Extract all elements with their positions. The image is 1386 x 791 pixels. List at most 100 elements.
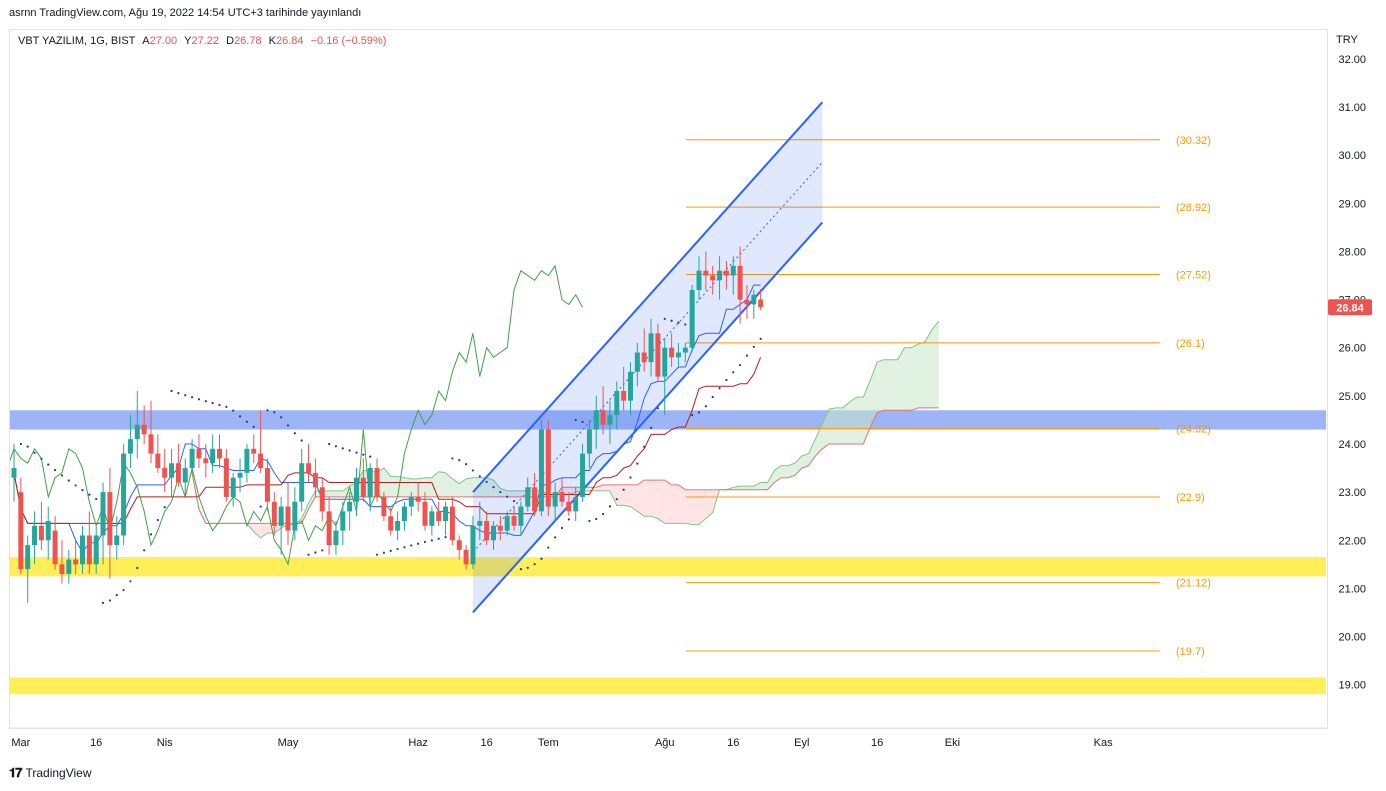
candle-body bbox=[682, 347, 688, 353]
x-tick-label: Mar bbox=[11, 737, 30, 749]
psar-dot bbox=[752, 345, 755, 348]
candle-body bbox=[203, 458, 209, 464]
psar-dot bbox=[677, 321, 680, 324]
candle-body bbox=[360, 477, 366, 497]
psar-dot bbox=[739, 363, 742, 367]
ichimoku-cloud-segment bbox=[849, 397, 857, 444]
tradingview-logo-icon: 𝟏𝟕 bbox=[9, 765, 23, 780]
ichimoku-cloud-segment bbox=[644, 480, 652, 517]
psar-dot bbox=[519, 568, 523, 571]
price-axis[interactable] bbox=[1327, 29, 1386, 729]
psar-dot bbox=[430, 539, 433, 542]
ichimoku-cloud-segment bbox=[459, 478, 467, 497]
candle-body bbox=[593, 410, 599, 430]
psar-dot bbox=[54, 469, 57, 472]
ichimoku-cloud-segment bbox=[856, 397, 864, 444]
candle-body bbox=[401, 506, 407, 522]
ichimoku-cloud-segment bbox=[514, 490, 521, 497]
x-tick-label: Eyl bbox=[794, 737, 809, 749]
psar-dot bbox=[684, 323, 687, 326]
low-label: D bbox=[226, 35, 235, 47]
ichimoku-cloud-segment bbox=[596, 484, 604, 491]
candle-body bbox=[278, 506, 284, 526]
ichimoku-cloud-segment bbox=[431, 471, 439, 497]
psar-dot bbox=[101, 601, 105, 604]
psar-dot bbox=[47, 463, 50, 466]
candle-body bbox=[155, 453, 161, 469]
y-tick-label: 29.00 bbox=[1338, 198, 1366, 210]
psar-dot bbox=[259, 505, 262, 508]
candle-body bbox=[223, 458, 229, 497]
fib-level-label: (24.32) bbox=[1176, 424, 1211, 436]
y-tick-label: 22.00 bbox=[1338, 535, 1366, 547]
low-value: 26.78 bbox=[234, 35, 262, 47]
candle-body bbox=[388, 516, 394, 531]
ichimoku-cloud-segment bbox=[390, 476, 398, 497]
candle-body bbox=[347, 501, 353, 512]
symbol-legend: VBT YAZILIM, 1G, BIST A27.00 Y27.22 D26.… bbox=[18, 35, 386, 47]
psar-dot bbox=[656, 407, 660, 410]
ichimoku-cloud-segment bbox=[630, 484, 638, 512]
candle-body bbox=[552, 492, 558, 507]
psar-dot bbox=[362, 453, 365, 456]
ichimoku-cloud-segment bbox=[829, 407, 836, 444]
last-price-label: 26.84 bbox=[1336, 302, 1364, 314]
candle-body bbox=[45, 521, 51, 541]
fib-level-label: (19.7) bbox=[1176, 646, 1205, 658]
candle-body bbox=[141, 424, 147, 435]
psar-dot bbox=[444, 535, 447, 539]
ichimoku-cloud-segment bbox=[657, 480, 665, 524]
ichimoku-cloud-segment bbox=[883, 359, 891, 411]
psar-dot bbox=[554, 536, 557, 539]
y-tick-label: 28.00 bbox=[1338, 246, 1366, 258]
footer-brand[interactable]: 𝟏𝟕 TradingView bbox=[9, 765, 92, 781]
psar-dot bbox=[40, 457, 43, 460]
candle-body bbox=[340, 511, 346, 531]
candle-body bbox=[100, 492, 106, 536]
psar-dot bbox=[382, 551, 385, 554]
ichimoku-cloud-segment bbox=[671, 484, 679, 524]
ichimoku-cloud-segment bbox=[308, 490, 316, 509]
x-tick-label: 16 bbox=[481, 737, 493, 749]
candle-body bbox=[415, 496, 421, 502]
psar-dot bbox=[273, 411, 276, 414]
psar-dot bbox=[60, 474, 64, 477]
x-tick-label: Haz bbox=[408, 737, 428, 749]
candle-body bbox=[292, 501, 298, 531]
candle-body bbox=[264, 468, 270, 502]
psar-dot bbox=[143, 549, 146, 552]
psar-dot bbox=[115, 594, 118, 597]
y-tick-label: 31.00 bbox=[1338, 102, 1366, 114]
psar-dot bbox=[177, 392, 180, 395]
ichimoku-cloud-segment bbox=[411, 478, 419, 497]
ichimoku-cloud-segment bbox=[253, 523, 261, 538]
psar-dot bbox=[88, 493, 91, 496]
candle-body bbox=[580, 453, 586, 497]
candle-body bbox=[628, 371, 633, 401]
candle-body bbox=[354, 477, 359, 502]
zone-band-1 bbox=[10, 557, 1326, 577]
psar-dot bbox=[197, 398, 201, 401]
candle-body bbox=[162, 468, 168, 478]
candle-body bbox=[621, 391, 627, 401]
psar-dot bbox=[67, 479, 70, 482]
zone-band-0 bbox=[10, 410, 1326, 430]
psar-dot bbox=[574, 418, 577, 422]
psar-dot bbox=[300, 439, 303, 442]
x-tick-label: 16 bbox=[727, 737, 739, 749]
candle-body bbox=[669, 347, 675, 358]
ichimoku-cloud-segment bbox=[507, 490, 515, 497]
psar-dot bbox=[307, 553, 310, 556]
currency-label: TRY bbox=[1336, 34, 1358, 46]
psar-dot bbox=[129, 580, 132, 583]
psar-dot bbox=[643, 445, 646, 448]
ichimoku-cloud-segment bbox=[863, 380, 871, 444]
psar-dot bbox=[170, 389, 173, 393]
psar-dot bbox=[95, 497, 98, 501]
ichimoku-cloud-segment bbox=[925, 329, 932, 408]
fib-level-label: (22.9) bbox=[1176, 492, 1205, 504]
open-label: A bbox=[142, 35, 150, 47]
psar-dot bbox=[492, 486, 495, 489]
candle-body bbox=[175, 463, 181, 483]
